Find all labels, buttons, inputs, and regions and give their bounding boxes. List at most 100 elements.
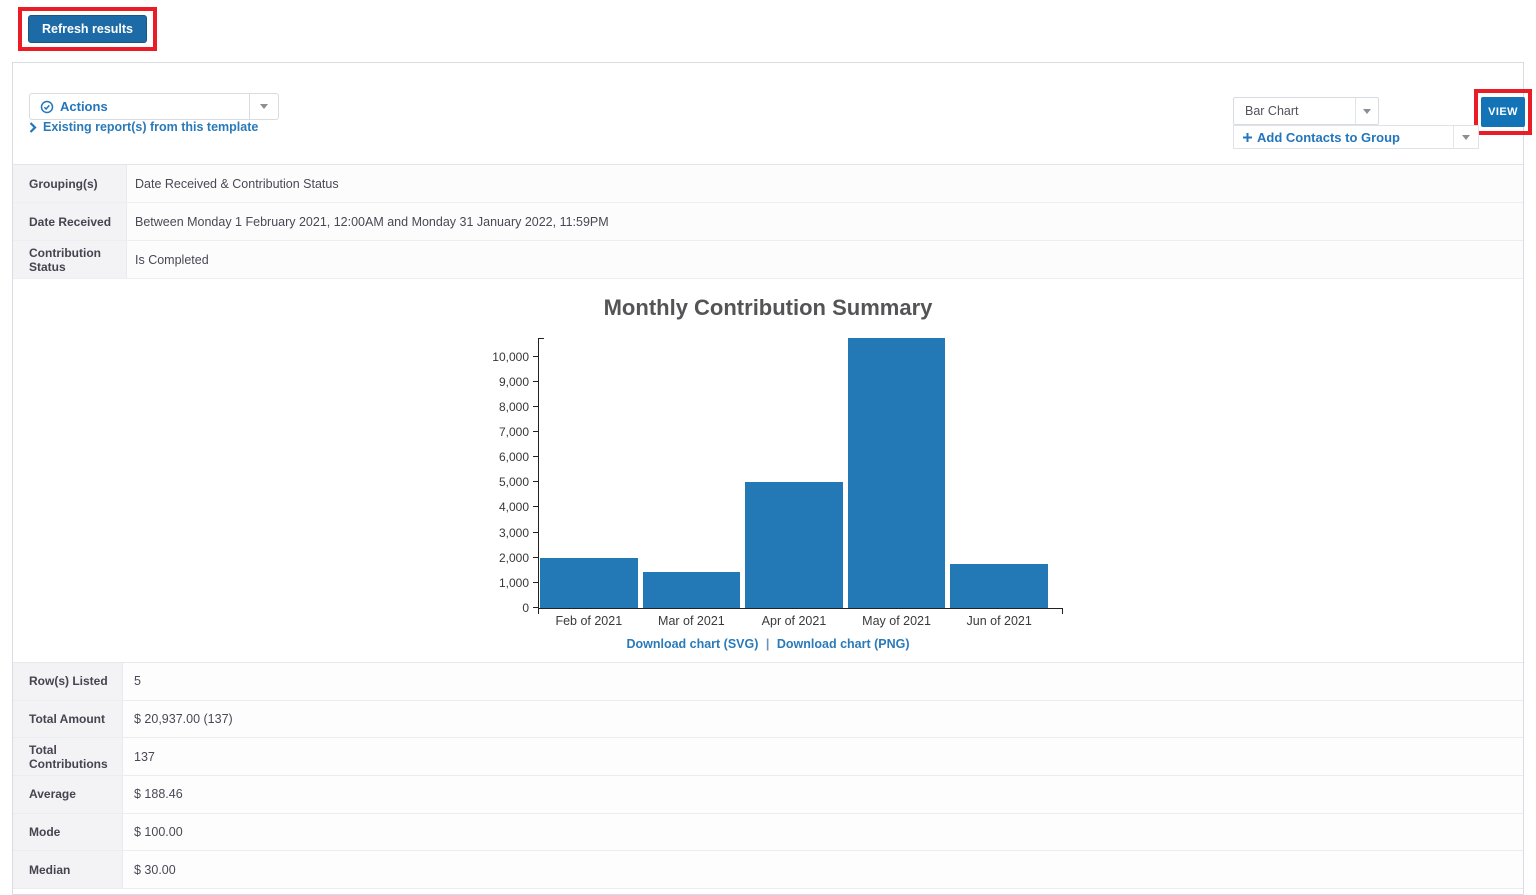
bar-apr-of-2021[interactable] xyxy=(745,482,843,608)
criteria-value: Is Completed xyxy=(127,241,1523,278)
x-axis-label: Mar of 2021 xyxy=(658,614,725,628)
summary-table: Row(s) Listed 5 Total Amount $ 20,937.00… xyxy=(13,662,1523,890)
chart-download-links: Download chart (SVG) | Download chart (P… xyxy=(13,637,1523,651)
y-axis-tick xyxy=(533,607,538,608)
chart-section: Monthly Contribution Summary 0 1,000 2,000… xyxy=(13,281,1523,661)
bar-feb-of-2021[interactable] xyxy=(540,557,638,608)
bar-may-of-2021[interactable] xyxy=(847,338,946,608)
chart-x-labels: Feb of 2021 Mar of 2021 Apr of 2021 May of … xyxy=(540,614,1048,628)
summary-label: Total Amount xyxy=(13,700,123,738)
x-axis-label: Jun of 2021 xyxy=(966,614,1032,628)
x-axis-label: Feb of 2021 xyxy=(555,614,623,628)
add-contacts-main[interactable]: Add Contacts to Group xyxy=(1234,126,1453,148)
y-axis-tick-label: 7,000 xyxy=(498,424,529,439)
summary-value: $ 100.00 xyxy=(123,813,1523,851)
y-axis-tick xyxy=(533,380,538,382)
summary-value: 5 xyxy=(123,663,1523,700)
summary-label: Median xyxy=(13,851,123,889)
bar-mar-of-2021[interactable] xyxy=(642,571,741,608)
actions-caret-button[interactable] xyxy=(249,94,278,119)
y-axis-tick xyxy=(533,456,538,458)
chart-plot: 0 1,000 2,000 3,000 4,000 5,000 6,000 7,000 8,00… xyxy=(492,338,1063,615)
y-axis-tick-label: 3,000 xyxy=(498,525,529,540)
download-svg-link[interactable]: Download chart (SVG) xyxy=(626,637,759,651)
caret-down-icon xyxy=(1462,134,1470,140)
summary-row: Total Contributions 137 xyxy=(13,738,1523,777)
criteria-label: Contribution Status xyxy=(13,241,127,278)
download-png-link[interactable]: Download chart (PNG) xyxy=(776,637,910,651)
x-axis-label: Apr of 2021 xyxy=(761,614,827,628)
summary-row: Median $ 30.00 xyxy=(13,851,1523,890)
actions-dropdown[interactable]: Actions xyxy=(29,93,279,120)
chart-title: Monthly Contribution Summary xyxy=(603,295,933,320)
chart-type-value: Bar Chart xyxy=(1245,104,1299,118)
bar-jun-of-2021[interactable] xyxy=(950,564,1048,608)
plus-icon xyxy=(1242,132,1253,143)
criteria-table: Grouping(s) Date Received & Contribution… xyxy=(13,164,1523,279)
x-axis-label: May of 2021 xyxy=(862,614,931,628)
y-axis-tick-label: 10,000 xyxy=(492,349,529,364)
top-toolbar: Refresh results xyxy=(0,0,1536,62)
summary-row: Average $ 188.46 xyxy=(13,776,1523,814)
summary-value: $ 188.46 xyxy=(123,776,1523,813)
summary-label: Mode xyxy=(13,813,123,851)
summary-row: Row(s) Listed 5 xyxy=(13,663,1523,701)
y-axis-tick xyxy=(533,581,538,583)
criteria-row: Grouping(s) Date Received & Contribution… xyxy=(13,165,1523,203)
actions-dropdown-main[interactable]: Actions xyxy=(30,94,249,119)
x-axis-right-cap xyxy=(1062,608,1063,614)
y-axis-tick xyxy=(533,355,538,357)
y-axis-tick-label: 4,000 xyxy=(498,500,529,515)
chart-bars xyxy=(540,338,1048,608)
actions-label: Actions xyxy=(60,99,108,114)
y-axis-tick-label: 2,000 xyxy=(498,550,529,565)
y-axis-tick-label: 0 xyxy=(522,601,529,615)
y-axis-tick-label: 8,000 xyxy=(498,399,529,414)
add-contacts-label: Add Contacts to Group xyxy=(1257,129,1400,145)
chart-type-select[interactable]: Bar Chart xyxy=(1233,97,1379,125)
view-button[interactable]: VIEW xyxy=(1481,97,1525,127)
y-axis-tick xyxy=(533,506,538,508)
chevron-right-icon xyxy=(29,121,37,133)
summary-row: Total Amount $ 20,937.00 (137) xyxy=(13,700,1523,739)
check-circle-icon xyxy=(40,100,54,114)
y-axis-tick xyxy=(533,430,538,432)
link-separator: | xyxy=(765,637,770,651)
view-highlight-annotation: VIEW xyxy=(1474,89,1532,135)
chart-type-caret-button[interactable] xyxy=(1355,98,1378,124)
y-axis-tick-label: 9,000 xyxy=(498,374,529,389)
criteria-value: Between Monday 1 February 2021, 12:00AM … xyxy=(127,203,1523,240)
criteria-row: Date Received Between Monday 1 February … xyxy=(13,203,1523,241)
x-axis-line xyxy=(538,608,1063,609)
refresh-results-button[interactable]: Refresh results xyxy=(28,15,148,43)
summary-value: $ 30.00 xyxy=(123,851,1523,889)
existing-reports-label: Existing report(s) from this template xyxy=(43,120,259,134)
y-axis-tick xyxy=(533,556,538,558)
summary-row: Mode $ 100.00 xyxy=(13,813,1523,852)
summary-label: Total Contributions xyxy=(13,738,123,776)
add-contacts-to-group-button[interactable]: Add Contacts to Group xyxy=(1233,125,1479,149)
summary-label: Average xyxy=(13,776,123,813)
y-axis-tick-label: 1,000 xyxy=(498,575,529,590)
existing-reports-link[interactable]: Existing report(s) from this template xyxy=(29,120,258,134)
criteria-value: Date Received & Contribution Status xyxy=(127,165,1523,202)
y-axis-tick xyxy=(533,405,538,407)
summary-value: 137 xyxy=(123,738,1523,776)
y-axis-tick xyxy=(533,531,538,533)
criteria-label: Grouping(s) xyxy=(13,165,127,202)
caret-down-icon xyxy=(260,104,268,109)
y-axis-tick xyxy=(533,481,538,483)
refresh-highlight-annotation: Refresh results xyxy=(18,7,158,51)
summary-value: $ 20,937.00 (137) xyxy=(123,700,1523,738)
y-axis-tick-label: 5,000 xyxy=(498,475,529,490)
criteria-label: Date Received xyxy=(13,203,127,240)
y-axis-tick-label: 6,000 xyxy=(498,450,529,465)
x-axis-left-cap xyxy=(538,608,539,614)
add-contacts-caret-button[interactable] xyxy=(1453,126,1478,148)
summary-label: Row(s) Listed xyxy=(13,663,123,700)
caret-down-icon xyxy=(1363,108,1371,114)
y-axis-line xyxy=(538,338,539,608)
y-axis-top-cap xyxy=(538,338,544,339)
report-panel: Actions Existing report(s) from this tem… xyxy=(12,62,1532,895)
